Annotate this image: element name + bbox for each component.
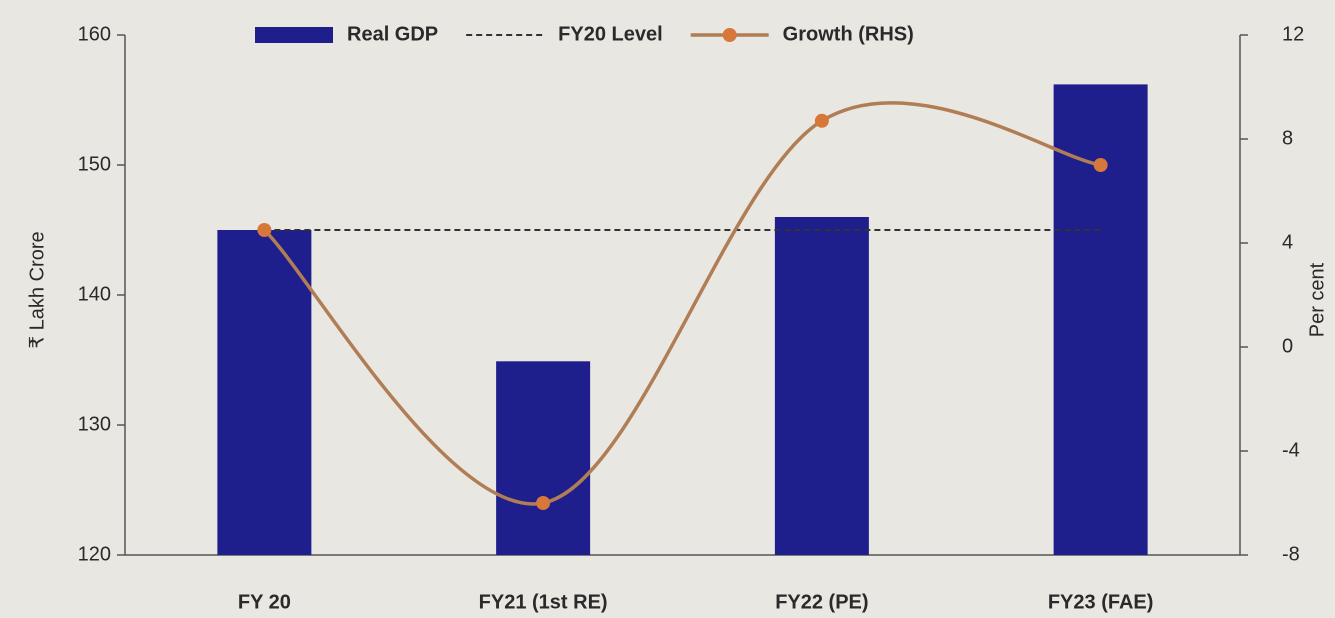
- legend-label: FY20 Level: [558, 23, 663, 45]
- growth-marker: [1093, 158, 1108, 172]
- growth-line: [263, 101, 1101, 506]
- y2-tick-label: -8: [1282, 543, 1300, 565]
- legend-swatch: [722, 28, 737, 42]
- legend-label: Real GDP: [347, 23, 438, 45]
- bar: [496, 361, 591, 555]
- y-tick-label: 120: [78, 543, 111, 565]
- bar: [217, 230, 312, 555]
- y2-tick-label: 0: [1282, 335, 1293, 357]
- y2-tick-label: 12: [1282, 23, 1304, 45]
- bar: [774, 217, 869, 555]
- y2-axis-label: Per cent: [1306, 262, 1328, 337]
- y2-tick-label: 4: [1282, 231, 1293, 253]
- legend-swatch: [255, 27, 333, 43]
- x-tick-label: FY21 (1st RE): [479, 591, 608, 613]
- x-tick-label: FY23 (FAE): [1048, 591, 1154, 613]
- y2-tick-label: 8: [1282, 127, 1293, 149]
- growth-marker: [814, 113, 829, 128]
- x-tick-label: FY22 (PE): [775, 591, 868, 613]
- x-tick-label: FY 20: [238, 591, 291, 613]
- y-tick-label: 160: [78, 23, 111, 45]
- growth-marker: [536, 496, 551, 510]
- y-tick-label: 140: [78, 283, 111, 305]
- y-tick-label: 130: [78, 413, 111, 435]
- y-tick-label: 150: [78, 153, 111, 175]
- y-axis-label: ₹ Lakh Crore: [26, 231, 48, 348]
- growth-marker: [257, 223, 272, 237]
- y2-tick-label: -4: [1282, 439, 1300, 461]
- legend-label: Growth (RHS): [783, 23, 914, 45]
